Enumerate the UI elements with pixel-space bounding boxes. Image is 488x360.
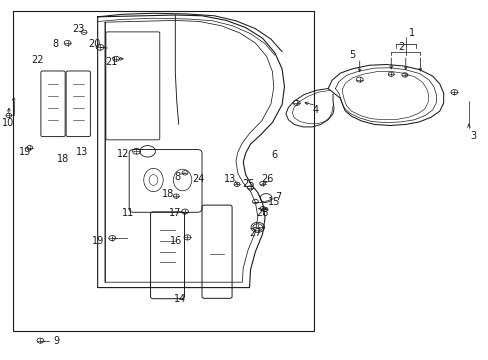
Text: 24: 24 — [191, 174, 204, 184]
Bar — [13, 12, 313, 330]
Text: 15: 15 — [267, 197, 280, 207]
Text: 19: 19 — [19, 147, 31, 157]
Text: 12: 12 — [117, 149, 129, 159]
Text: 14: 14 — [173, 294, 185, 304]
Text: 17: 17 — [169, 208, 181, 218]
Text: 16: 16 — [169, 236, 182, 246]
Text: 28: 28 — [256, 208, 268, 218]
Text: 25: 25 — [242, 179, 254, 189]
Text: 21: 21 — [105, 57, 117, 67]
Text: 8: 8 — [174, 172, 181, 182]
Text: 13: 13 — [224, 174, 236, 184]
Text: 18: 18 — [162, 189, 174, 199]
Text: 4: 4 — [312, 105, 319, 115]
Text: 10: 10 — [2, 118, 14, 128]
Text: 22: 22 — [32, 55, 44, 65]
Text: 13: 13 — [75, 147, 87, 157]
Text: 8: 8 — [52, 40, 59, 49]
Text: 5: 5 — [348, 50, 355, 60]
Text: 26: 26 — [261, 174, 273, 184]
Text: 2: 2 — [397, 42, 403, 51]
Text: 3: 3 — [470, 131, 476, 141]
Text: 7: 7 — [275, 192, 281, 202]
Text: 1: 1 — [408, 28, 414, 38]
Text: 19: 19 — [91, 236, 103, 246]
Text: 11: 11 — [122, 208, 134, 218]
Text: 6: 6 — [271, 150, 277, 160]
Text: 18: 18 — [57, 154, 69, 164]
Text: 23: 23 — [72, 24, 85, 34]
Text: 9: 9 — [53, 336, 60, 346]
Text: 20: 20 — [88, 40, 100, 49]
Text: 27: 27 — [248, 228, 261, 238]
